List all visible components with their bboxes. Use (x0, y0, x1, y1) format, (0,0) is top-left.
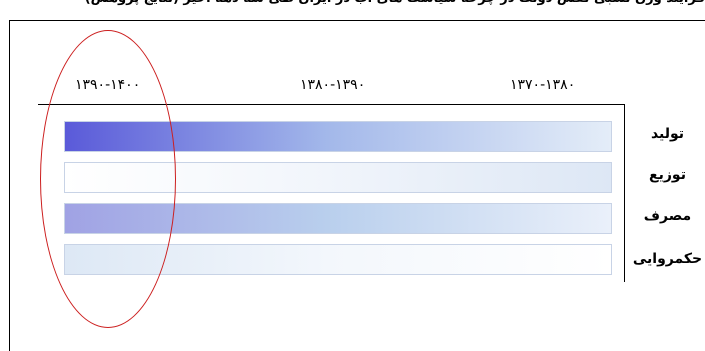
top-axis-line (38, 104, 625, 105)
row-label-consumption: مصرف (643, 208, 692, 224)
period-label-1380-1390: ۱۳۸۰-۱۳۹۰ (300, 77, 366, 93)
highlight-ellipse (40, 30, 176, 328)
row-label-production: تولید (650, 126, 685, 142)
right-axis-line (624, 104, 625, 282)
diagram-frame (9, 20, 705, 351)
row-label-governance: حکمروایی (632, 251, 703, 267)
figure-caption: فرایند وزن نسبی نقش دولت در چرخه سیاست ه… (0, 0, 705, 9)
period-label-1370-1380: ۱۳۷۰-۱۳۸۰ (510, 77, 576, 93)
row-label-distribution: توزیع (649, 167, 686, 183)
